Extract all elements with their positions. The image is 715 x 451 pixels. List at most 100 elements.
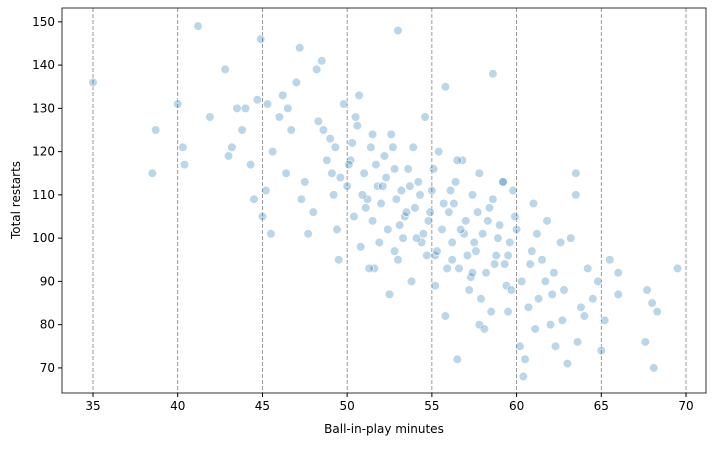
point bbox=[227, 142, 237, 152]
point bbox=[386, 129, 396, 139]
point bbox=[396, 185, 406, 196]
point bbox=[442, 263, 452, 274]
point bbox=[505, 237, 515, 248]
point bbox=[317, 56, 327, 66]
point bbox=[420, 112, 430, 122]
point bbox=[540, 276, 550, 286]
point bbox=[151, 125, 161, 135]
point bbox=[257, 211, 268, 222]
point bbox=[223, 151, 234, 161]
point bbox=[274, 112, 284, 122]
point bbox=[295, 43, 305, 53]
point bbox=[649, 363, 659, 373]
point bbox=[576, 302, 586, 312]
point bbox=[318, 125, 329, 135]
x-tick-label: 55 bbox=[424, 399, 439, 413]
point bbox=[439, 198, 449, 209]
point bbox=[281, 168, 291, 178]
point bbox=[506, 285, 517, 295]
point bbox=[447, 255, 457, 265]
point bbox=[422, 250, 432, 261]
point bbox=[613, 289, 623, 299]
point bbox=[571, 190, 581, 200]
point bbox=[525, 259, 535, 269]
point bbox=[510, 211, 520, 222]
point bbox=[367, 216, 378, 226]
x-tick-label: 70 bbox=[678, 399, 693, 413]
point bbox=[352, 121, 362, 131]
x-tick-label: 65 bbox=[594, 399, 609, 413]
x-axis-label: Ball-in-play minutes bbox=[324, 422, 444, 436]
point bbox=[474, 168, 484, 178]
point bbox=[335, 172, 345, 183]
point bbox=[406, 276, 417, 286]
point bbox=[423, 216, 434, 226]
point bbox=[457, 155, 467, 165]
point bbox=[640, 337, 650, 347]
point bbox=[517, 276, 527, 286]
point bbox=[374, 237, 384, 248]
point bbox=[344, 159, 354, 170]
point bbox=[381, 172, 391, 183]
point bbox=[379, 151, 390, 161]
point bbox=[425, 207, 435, 217]
point bbox=[393, 255, 403, 265]
point bbox=[572, 337, 583, 347]
point bbox=[600, 315, 610, 325]
x-tick-label: 50 bbox=[340, 399, 355, 413]
point bbox=[266, 229, 276, 239]
point bbox=[366, 142, 376, 152]
point bbox=[357, 190, 367, 200]
point bbox=[489, 259, 500, 269]
point bbox=[205, 112, 215, 122]
point bbox=[252, 95, 262, 105]
point bbox=[473, 207, 483, 217]
point bbox=[532, 229, 542, 239]
point bbox=[593, 276, 603, 286]
point bbox=[286, 125, 296, 135]
point bbox=[488, 69, 498, 79]
point bbox=[351, 112, 361, 122]
point bbox=[456, 224, 466, 235]
point bbox=[384, 289, 395, 299]
point bbox=[557, 315, 567, 325]
point bbox=[278, 90, 288, 100]
point bbox=[325, 134, 335, 144]
point bbox=[596, 346, 606, 356]
point bbox=[369, 263, 379, 274]
point bbox=[313, 116, 323, 126]
plot-frame bbox=[61, 7, 707, 394]
point bbox=[484, 203, 495, 213]
point bbox=[652, 307, 662, 317]
x-tick-label: 40 bbox=[170, 399, 185, 413]
point bbox=[440, 82, 451, 92]
point bbox=[389, 164, 400, 174]
point bbox=[405, 181, 415, 191]
point bbox=[542, 216, 552, 226]
point bbox=[434, 147, 444, 157]
point bbox=[481, 268, 491, 278]
point bbox=[413, 177, 423, 187]
point bbox=[444, 207, 454, 217]
point bbox=[530, 324, 540, 334]
point bbox=[528, 198, 539, 209]
point bbox=[449, 198, 459, 209]
point bbox=[408, 142, 418, 152]
point bbox=[367, 129, 378, 139]
point bbox=[461, 216, 471, 226]
point bbox=[486, 307, 496, 317]
point bbox=[383, 224, 393, 235]
point bbox=[303, 229, 313, 239]
point bbox=[261, 185, 271, 196]
point bbox=[545, 320, 556, 330]
point bbox=[173, 99, 183, 109]
y-tick-label: 80 bbox=[40, 318, 55, 332]
point bbox=[566, 233, 576, 243]
point bbox=[312, 64, 322, 75]
point bbox=[467, 190, 478, 200]
point bbox=[147, 168, 157, 178]
point bbox=[347, 138, 357, 148]
point bbox=[240, 103, 251, 113]
point bbox=[437, 224, 447, 235]
point bbox=[559, 285, 569, 295]
